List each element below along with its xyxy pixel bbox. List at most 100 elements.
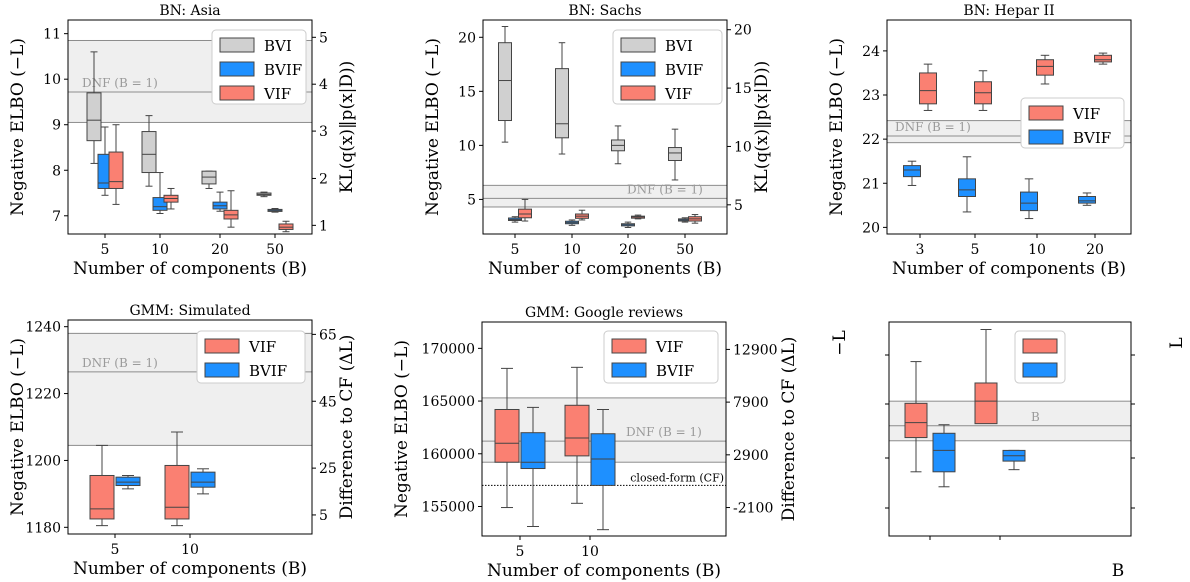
x-tick-label: 50 — [676, 242, 694, 258]
y-tick-label: 155000 — [422, 499, 475, 515]
box-body — [1095, 55, 1112, 62]
box-body — [1079, 196, 1096, 203]
box-vif-4 — [279, 221, 293, 231]
y-tick-label: 22 — [862, 132, 880, 148]
box-bvif-4 — [1079, 193, 1096, 205]
y2-tick-label: 5 — [319, 30, 328, 46]
box-bvif-4 — [268, 209, 282, 213]
y2-tick-label: 4 — [319, 77, 328, 93]
x-tick-label: 20 — [211, 242, 229, 258]
legend-swatch — [205, 363, 239, 377]
y-tick-label: 10 — [458, 138, 476, 154]
box-vif-2 — [576, 210, 589, 220]
legend-label: BVIF — [249, 362, 287, 380]
y2-axis-label: L — [1167, 337, 1187, 348]
box-body — [669, 148, 682, 161]
y-tick-label: 170000 — [422, 341, 475, 357]
legend-swatch — [220, 62, 254, 76]
box-vif-3 — [632, 215, 645, 219]
y-tick-label: 1220 — [25, 387, 61, 403]
y-tick-label: 1200 — [25, 453, 61, 469]
x-tick-label: 10 — [563, 242, 581, 258]
legend — [1015, 331, 1065, 383]
box-bvif-1 — [933, 425, 955, 487]
box-bvif-2 — [153, 173, 167, 214]
y-axis-label: Negative ELBO (−L) — [827, 38, 847, 216]
box-vif-4 — [1095, 53, 1112, 64]
box-bvi-3 — [612, 126, 625, 164]
y-tick-label: 23 — [862, 88, 880, 104]
box-bvif-3 — [1021, 179, 1038, 219]
box-body — [116, 477, 140, 485]
x-tick-label: 20 — [619, 242, 637, 258]
x-axis-label: B — [1112, 561, 1125, 581]
legend-swatch — [621, 86, 655, 100]
y-tick-label: 1240 — [25, 320, 61, 336]
legend-label: BVIF — [1073, 129, 1111, 147]
legend: BVI BVIF VIF — [212, 30, 306, 104]
box-vif-1 — [905, 362, 927, 472]
box-vif-1 — [90, 445, 114, 525]
legend-swatch — [220, 38, 254, 52]
legend-label: BVI — [264, 37, 292, 55]
y-tick-label: 24 — [862, 44, 880, 60]
chart-title: GMM: Google reviews — [525, 305, 683, 321]
box-vif-1 — [495, 368, 519, 507]
box-body — [165, 465, 189, 519]
y-tick-label: 1180 — [25, 520, 61, 536]
box-vif-2 — [975, 329, 997, 423]
y-tick-label: 20 — [458, 30, 476, 46]
y-axis-label: Negative ELBO (−L) — [423, 38, 443, 216]
x-tick-label: 10 — [581, 544, 599, 560]
y-tick-label: 5 — [467, 192, 476, 208]
chart-panel-3: DNF (B = 1) 20 21 22 23 24 3 5 10 20 BN: Hepar II N… — [827, 3, 1131, 279]
legend-swatch — [621, 62, 655, 76]
dnf-label: B — [1031, 410, 1040, 424]
box-body — [905, 403, 927, 437]
chart-panel-6: BB−L L — [830, 322, 1187, 581]
box-bvif-1 — [116, 475, 140, 488]
y2-axis-label: KL(q(x)‖p(x|D)) — [337, 61, 357, 194]
legend: VIF BVIF — [1021, 98, 1124, 148]
x-tick-label: 5 — [516, 544, 525, 560]
x-axis-label: Number of components (B) — [73, 559, 307, 579]
y-tick-label: 20 — [862, 220, 880, 236]
y-tick-label: 10 — [43, 72, 61, 88]
chart-panel-4: DNF (B = 1)118012001220124052545655 10GMM… — [8, 303, 357, 579]
box-bvif-2 — [959, 157, 976, 212]
y-tick-label: 160000 — [422, 447, 475, 463]
y2-tick-label: 5 — [734, 198, 743, 214]
legend-label: VIF — [1072, 105, 1100, 123]
legend: VIF BVIF — [604, 331, 718, 383]
cf-label: closed-form (CF) — [630, 471, 724, 484]
dnf-label: DNF (B = 1) — [627, 182, 703, 196]
x-tick-label: 5 — [101, 242, 110, 258]
legend-swatch — [220, 86, 254, 100]
box-body — [904, 166, 921, 177]
y2-tick-label: 1 — [319, 218, 328, 234]
y2-tick-label: 3 — [319, 124, 328, 140]
box-bvif-1 — [904, 161, 921, 185]
legend-label: BVI — [665, 37, 693, 55]
y2-axis-label: Difference to CF (ΔL) — [337, 335, 357, 520]
chart-title: GMM: Simulated — [129, 303, 250, 319]
y2-tick-label: 25 — [319, 461, 337, 477]
x-tick-label: 50 — [266, 242, 284, 258]
y-tick-label: 11 — [43, 27, 61, 43]
box-vif-4 — [689, 215, 702, 224]
y2-tick-label: 2 — [319, 171, 328, 187]
y2-axis-label: Difference to CF (ΔL) — [779, 337, 799, 522]
y2-tick-label: 7900 — [733, 395, 769, 411]
legend-label: VIF — [263, 85, 291, 103]
box-bvif-2 — [566, 220, 579, 225]
legend-swatch — [1023, 363, 1057, 377]
dnf-label: DNF (B = 1) — [626, 425, 702, 439]
box-body — [90, 475, 114, 518]
box-body — [142, 132, 156, 173]
x-tick-label: 5 — [971, 242, 980, 258]
chart-panel-5: DNF (B = 1) closed-form (CF) 155000 160000 1… — [392, 305, 799, 581]
box-body — [975, 383, 997, 424]
y-axis-label: Negative ELBO (−L) — [392, 340, 412, 518]
box-body — [495, 409, 519, 462]
